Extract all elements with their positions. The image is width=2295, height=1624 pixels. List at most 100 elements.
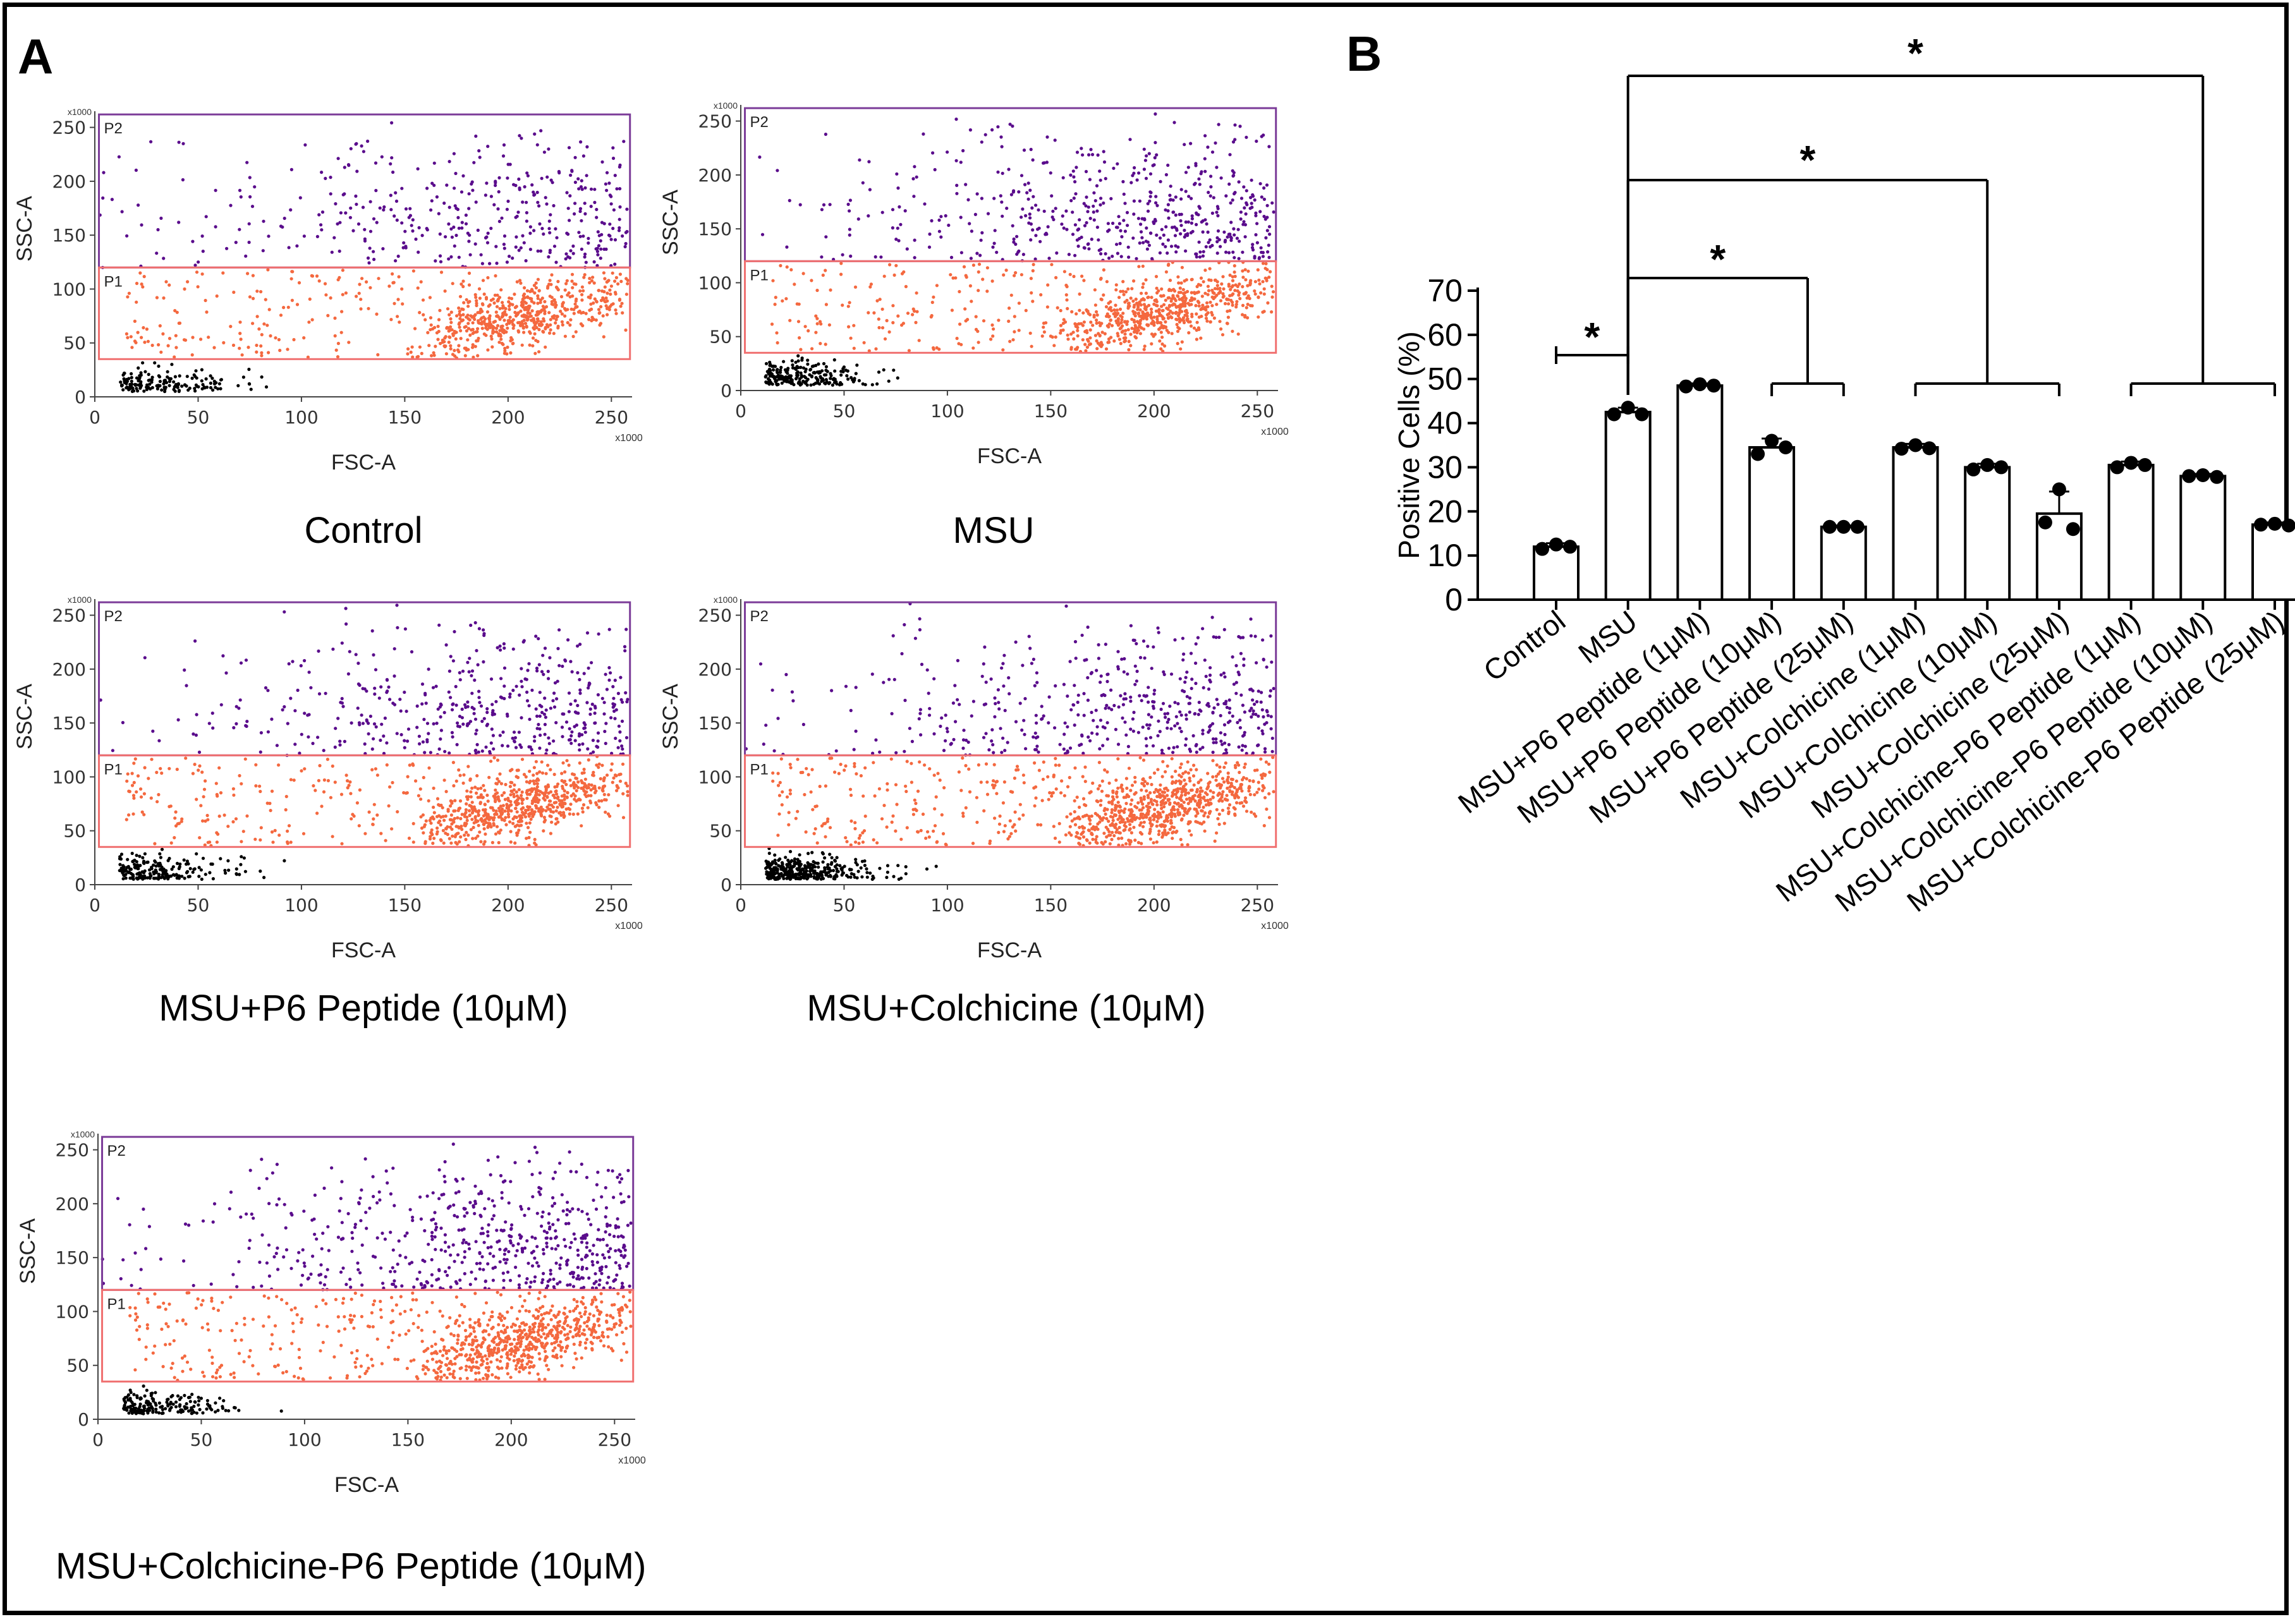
flow-y-label: SSC-A — [16, 1218, 40, 1284]
flow-x-tick-label: 50 — [833, 895, 856, 916]
bar-x-tick-label: Control — [1477, 604, 1571, 688]
gate-p1-label: P1 — [104, 761, 123, 778]
bar-y-tick-label: 70 — [1427, 273, 1463, 308]
flow-x-tick-label: 100 — [284, 895, 318, 916]
flow-x-tick-label: 0 — [89, 895, 100, 916]
flow-x-tick-label: 250 — [1241, 895, 1274, 916]
flow-y-tick-label: 150 — [698, 713, 732, 734]
gate-p1-label: P1 — [750, 267, 769, 284]
gate-p1 — [744, 260, 1277, 354]
data-point-7-1 — [2052, 482, 2066, 497]
data-point-9-2 — [2210, 470, 2224, 484]
flow-x-tick-label: 0 — [735, 895, 746, 916]
flow-caption-msu-colchicine-p6-10: MSU+Colchicine-P6 Peptide (10μM) — [56, 1546, 647, 1587]
flow-y-multiplier: x1000 — [68, 595, 92, 605]
bar-9 — [2179, 475, 2227, 602]
flow-y-tick-label: 0 — [78, 1409, 89, 1430]
significance-star-0: * — [1584, 314, 1600, 360]
flow-y-tick-label: 150 — [698, 219, 732, 239]
flow-plot-3: 005050100100150150200200250250x1000x1000… — [659, 595, 1289, 962]
flow-x-tick-label: 100 — [284, 407, 318, 428]
flow-x-label: FSC-A — [977, 444, 1042, 468]
flow-y-tick-label: 50 — [63, 821, 86, 842]
significance-star-1: * — [1710, 236, 1726, 282]
data-point-0-0 — [1535, 542, 1549, 556]
flow-x-tick-label: 150 — [391, 1429, 425, 1450]
flow-x-tick-label: 100 — [930, 401, 964, 421]
bar-5 — [1892, 445, 1939, 601]
data-point-3-2 — [1779, 440, 1793, 454]
gate-p1 — [744, 754, 1277, 848]
flow-y-label: SSC-A — [13, 684, 37, 749]
flow-x-tick-label: 200 — [491, 407, 525, 428]
flow-y-label: SSC-A — [13, 196, 37, 262]
flow-y-tick-label: 50 — [709, 327, 732, 348]
panel-a-label: A — [18, 28, 54, 84]
flow-caption-msu-p6-10: MSU+P6 Peptide (10μM) — [159, 988, 568, 1029]
data-point-1-0 — [1607, 407, 1621, 421]
data-point-0-2 — [1563, 540, 1577, 554]
data-point-6-1 — [1980, 458, 1995, 472]
bar-8 — [2107, 463, 2155, 602]
flow-y-tick-label: 250 — [52, 605, 86, 626]
data-point-1-1 — [1621, 401, 1635, 415]
data-point-4-2 — [1850, 519, 1865, 534]
gate-p2-label: P2 — [104, 120, 123, 137]
flow-y-tick-label: 200 — [52, 659, 86, 680]
panel-b-label: B — [1346, 26, 1382, 82]
bar-10 — [2251, 523, 2295, 601]
flow-x-tick-label: 150 — [1034, 895, 1068, 916]
flow-x-multiplier: x1000 — [1261, 427, 1289, 437]
flow-x-multiplier: x1000 — [615, 921, 643, 931]
bar-y-tick-label: 40 — [1427, 406, 1463, 441]
data-point-9-1 — [2196, 468, 2210, 483]
bar-y-tick-label: 60 — [1427, 317, 1463, 353]
flow-y-multiplier: x1000 — [714, 100, 738, 111]
flow-x-label: FSC-A — [977, 938, 1042, 962]
flow-y-tick-label: 100 — [56, 1301, 89, 1322]
data-point-9-0 — [2182, 469, 2196, 483]
flow-y-tick-label: 200 — [56, 1194, 89, 1215]
flow-scatter-dots — [100, 1142, 633, 1415]
flow-y-label: SSC-A — [659, 684, 683, 749]
gate-p2-label: P2 — [107, 1142, 126, 1160]
bar-y-tick-label: 50 — [1427, 361, 1463, 397]
flow-caption-control: Control — [304, 510, 423, 551]
gate-p1-label: P1 — [750, 761, 769, 778]
flow-x-tick-label: 200 — [1137, 401, 1171, 421]
flow-y-tick-label: 0 — [75, 387, 86, 408]
bar-y-tick-label: 30 — [1427, 449, 1463, 485]
flow-y-tick-label: 200 — [52, 171, 86, 192]
bar-3 — [1748, 445, 1796, 601]
figure-frame — [3, 3, 2289, 1615]
data-point-3-1 — [1765, 433, 1779, 448]
flow-x-multiplier: x1000 — [618, 1455, 646, 1466]
flow-x-tick-label: 50 — [187, 895, 210, 916]
flow-scatter-dots — [99, 603, 630, 881]
gate-p1-label: P1 — [107, 1295, 126, 1312]
flow-plot-0: 005050100100150150200200250250x1000x1000… — [13, 107, 643, 475]
data-point-8-2 — [2138, 458, 2152, 472]
flow-x-tick-label: 50 — [190, 1429, 213, 1450]
flow-y-tick-label: 250 — [52, 118, 86, 138]
flow-y-label: SSC-A — [659, 190, 683, 255]
flow-x-tick-label: 0 — [92, 1429, 104, 1450]
data-point-0-1 — [1549, 537, 1563, 552]
flow-y-tick-label: 0 — [721, 875, 732, 895]
flow-plot-4: 005050100100150150200200250250x1000x1000… — [16, 1129, 646, 1497]
data-point-2-0 — [1679, 379, 1693, 394]
flow-y-tick-label: 100 — [52, 767, 86, 787]
flow-x-label: FSC-A — [331, 451, 396, 475]
flow-plot-2: 005050100100150150200200250250x1000x1000… — [13, 595, 643, 962]
bar-y-label: Positive Cells (%) — [1392, 331, 1425, 559]
data-point-8-0 — [2110, 460, 2124, 475]
flow-x-tick-label: 250 — [1241, 401, 1274, 421]
flow-y-tick-label: 250 — [56, 1140, 89, 1161]
flow-y-tick-label: 0 — [75, 875, 86, 895]
flow-y-tick-label: 100 — [698, 767, 732, 787]
data-point-10-1 — [2268, 516, 2282, 531]
flow-x-tick-label: 50 — [187, 407, 210, 428]
flow-x-label: FSC-A — [331, 938, 396, 962]
bar-6 — [1964, 466, 2011, 602]
